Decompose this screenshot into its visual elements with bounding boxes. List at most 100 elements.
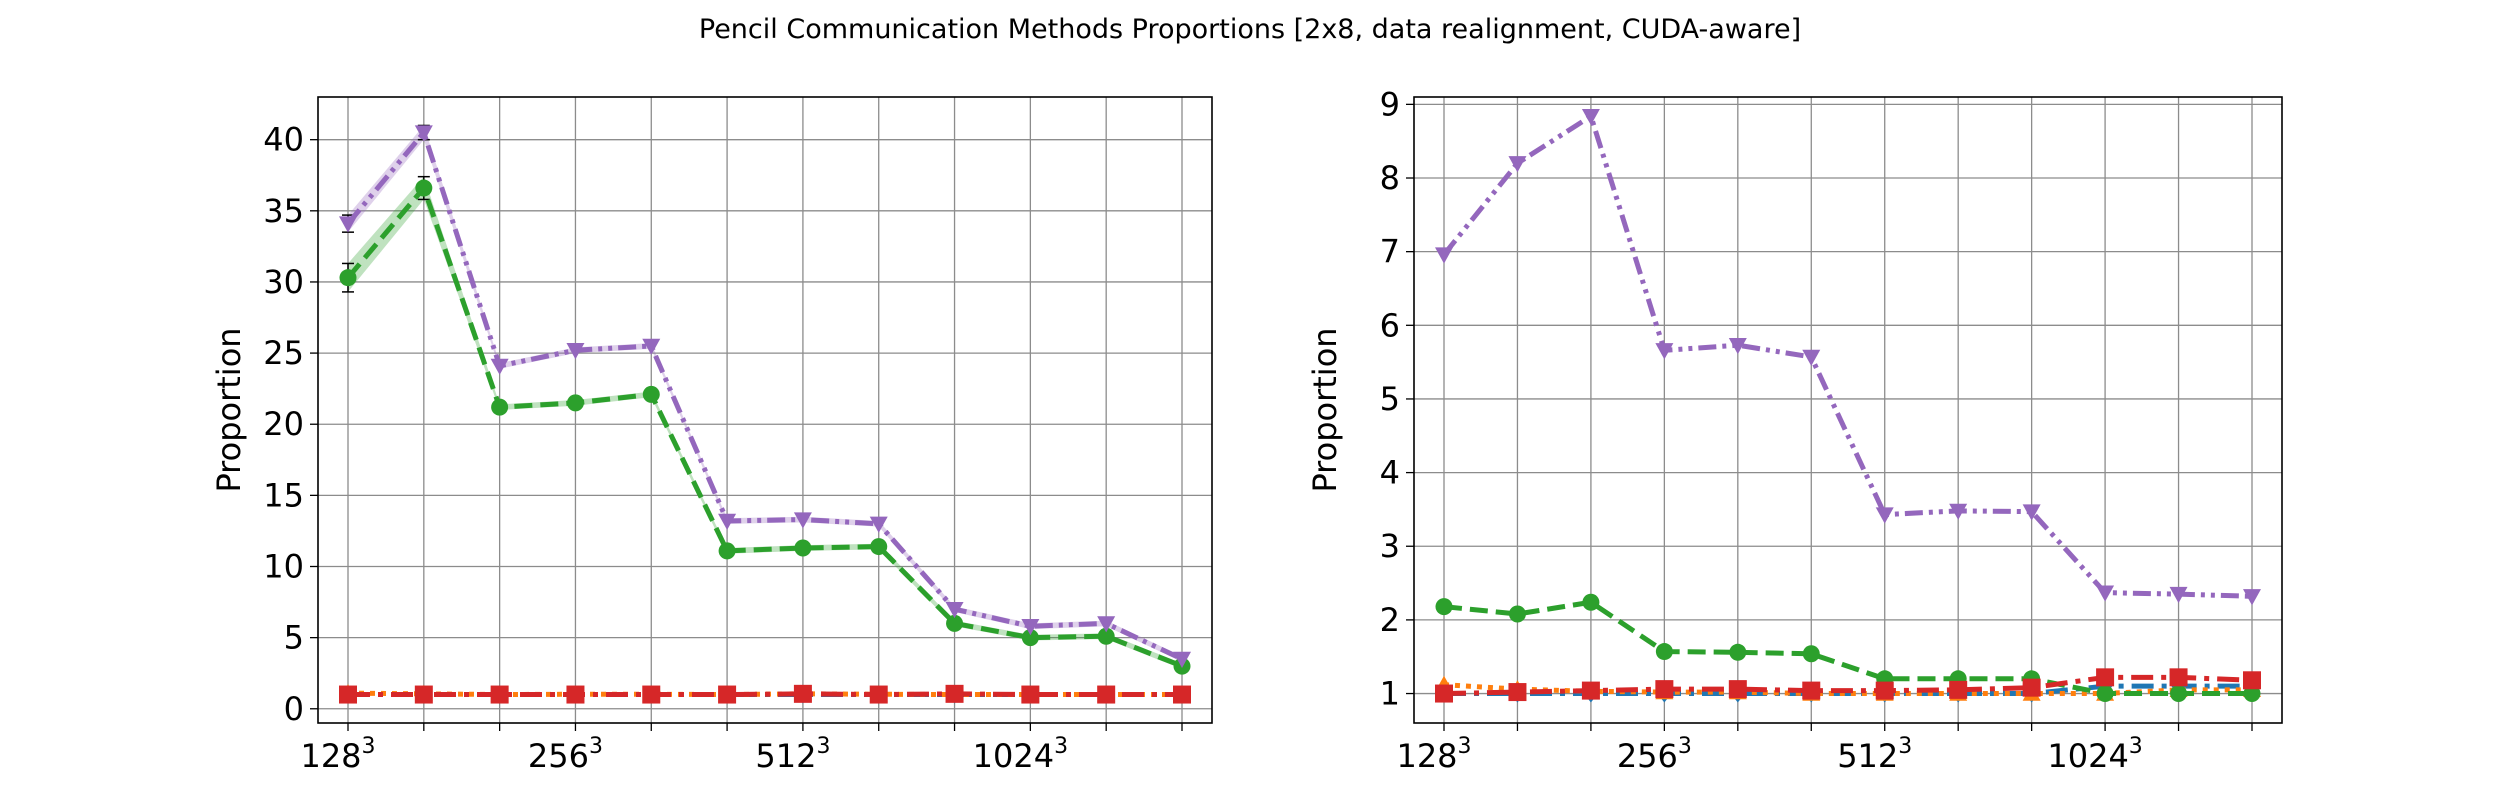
data-point bbox=[1802, 349, 1821, 366]
x-tick-label-base: 512 bbox=[1837, 737, 1898, 775]
data-point bbox=[1435, 684, 1453, 703]
data-point bbox=[2243, 685, 2261, 703]
y-tick-label: 40 bbox=[263, 121, 304, 159]
error-band bbox=[348, 176, 1182, 669]
x-tick-label-base: 256 bbox=[528, 737, 589, 775]
data-point bbox=[1728, 337, 1747, 355]
data-point bbox=[869, 685, 888, 704]
x-tick-label-base: 256 bbox=[1617, 737, 1678, 775]
data-point bbox=[1021, 629, 1039, 647]
data-point bbox=[566, 394, 584, 412]
data-point bbox=[339, 685, 357, 704]
y-tick-label: 5 bbox=[284, 619, 304, 657]
data-point bbox=[415, 179, 433, 197]
y-tick-label: 7 bbox=[1380, 233, 1400, 271]
data-point bbox=[1435, 247, 1453, 264]
data-point bbox=[2169, 668, 2188, 687]
data-point bbox=[869, 516, 888, 533]
series-2 bbox=[1435, 593, 2261, 703]
data-point bbox=[490, 358, 509, 375]
series-line bbox=[1443, 599, 2252, 697]
data-point bbox=[1097, 627, 1115, 645]
x-tick-label-base: 128 bbox=[300, 737, 361, 775]
x-tick-label-base: 1024 bbox=[2047, 737, 2128, 775]
data-point bbox=[1875, 681, 1894, 700]
data-point bbox=[491, 398, 509, 416]
data-point bbox=[718, 685, 737, 704]
data-point bbox=[2096, 685, 2114, 703]
data-point bbox=[718, 513, 737, 530]
data-point bbox=[2096, 585, 2115, 602]
data-point bbox=[1021, 619, 1040, 636]
x-tick-label-base: 1024 bbox=[973, 737, 1054, 775]
y-tick-label: 5 bbox=[1380, 380, 1400, 418]
data-point bbox=[1655, 643, 1673, 661]
series-line bbox=[1444, 683, 2252, 697]
data-point bbox=[1097, 616, 1116, 633]
data-point bbox=[1802, 645, 1820, 663]
data-point bbox=[2169, 586, 2188, 604]
plot-frame bbox=[317, 96, 1213, 724]
data-point bbox=[490, 685, 509, 704]
data-point bbox=[793, 684, 812, 703]
data-point bbox=[1508, 156, 1527, 173]
series-line bbox=[1442, 112, 2253, 599]
y-tick-label: 20 bbox=[263, 405, 304, 443]
data-point bbox=[566, 685, 585, 704]
y-tick-label: 4 bbox=[1380, 454, 1400, 492]
data-point bbox=[2243, 589, 2261, 606]
data-point bbox=[1097, 685, 1116, 704]
data-point bbox=[945, 601, 964, 619]
data-point bbox=[794, 539, 812, 557]
data-point bbox=[339, 269, 357, 287]
x-tick-label-base: 128 bbox=[1396, 737, 1457, 775]
data-point bbox=[1581, 108, 1600, 126]
y-tick-label: 3 bbox=[1380, 527, 1400, 565]
data-point bbox=[642, 685, 661, 704]
x-tick-label-exponent: 3 bbox=[816, 734, 830, 759]
x-tick-label-exponent: 3 bbox=[589, 734, 603, 759]
series-4 bbox=[1435, 108, 2261, 606]
data-point bbox=[1173, 685, 1191, 704]
y-tick-label: 25 bbox=[263, 334, 304, 372]
y-axis-label: Proportion bbox=[1306, 327, 1344, 492]
data-point bbox=[2022, 504, 2041, 521]
data-point bbox=[414, 125, 433, 142]
x-tick-label: 2563 bbox=[528, 734, 603, 775]
series-line bbox=[346, 127, 1184, 662]
data-point bbox=[1729, 643, 1747, 661]
x-tick-label-exponent: 3 bbox=[1458, 734, 1472, 759]
y-tick-label: 15 bbox=[263, 476, 304, 514]
series-line bbox=[348, 691, 1182, 698]
x-tick-label: 2563 bbox=[1617, 734, 1692, 775]
x-tick-label-exponent: 3 bbox=[1898, 734, 1912, 759]
data-point bbox=[1875, 507, 1894, 524]
data-point bbox=[1949, 680, 1968, 699]
y-tick-label: 30 bbox=[263, 263, 304, 301]
data-point bbox=[1435, 598, 1453, 616]
x-tick-label-exponent: 3 bbox=[1054, 734, 1068, 759]
y-tick-label: 0 bbox=[284, 690, 304, 728]
y-tick-label: 1 bbox=[1380, 675, 1400, 713]
y-tick-label: 35 bbox=[263, 192, 304, 230]
data-point bbox=[2243, 671, 2261, 690]
data-point bbox=[2096, 668, 2115, 687]
x-tick-label-exponent: 3 bbox=[2129, 734, 2143, 759]
data-point bbox=[1949, 503, 1968, 520]
data-point bbox=[414, 685, 433, 704]
x-tick-label-base: 512 bbox=[755, 737, 816, 775]
series-3 bbox=[339, 684, 1191, 704]
data-point bbox=[566, 343, 585, 360]
x-tick-label: 5123 bbox=[755, 734, 830, 775]
data-point bbox=[1581, 681, 1600, 700]
data-point bbox=[1173, 651, 1191, 668]
x-tick-label: 10243 bbox=[2047, 734, 2142, 775]
data-point bbox=[642, 338, 661, 355]
data-point bbox=[946, 614, 964, 632]
series-line bbox=[1443, 674, 2253, 697]
plot-frame bbox=[1413, 96, 2283, 724]
x-tick-label: 1283 bbox=[300, 734, 375, 775]
